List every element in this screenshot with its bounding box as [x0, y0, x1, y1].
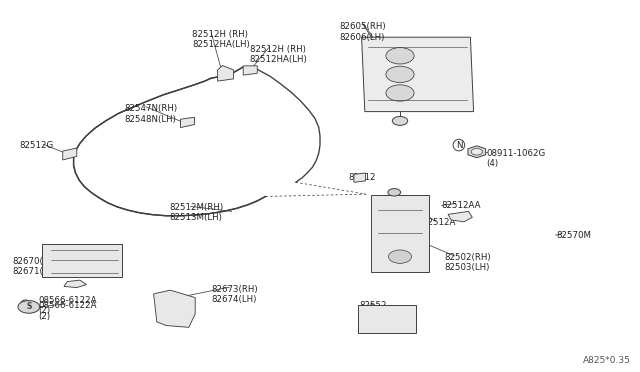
Circle shape — [388, 250, 412, 263]
Circle shape — [471, 148, 483, 155]
Circle shape — [386, 85, 414, 101]
Text: 82547N(RH)
82548N(LH): 82547N(RH) 82548N(LH) — [125, 104, 178, 124]
Polygon shape — [354, 173, 365, 182]
Polygon shape — [448, 211, 472, 222]
Bar — [358, 305, 416, 333]
Text: 82512H (RH)
82512HA(LH): 82512H (RH) 82512HA(LH) — [250, 45, 307, 64]
Text: 82512G: 82512G — [19, 141, 54, 150]
Polygon shape — [63, 148, 77, 160]
Text: 82673(RH)
82674(LH): 82673(RH) 82674(LH) — [211, 285, 258, 304]
Text: S: S — [23, 301, 28, 310]
Circle shape — [386, 48, 414, 64]
Text: 08566-6122A
(2): 08566-6122A (2) — [38, 296, 97, 315]
Text: 82612: 82612 — [349, 173, 376, 182]
Polygon shape — [362, 37, 474, 112]
Text: 08911-1062G
(4): 08911-1062G (4) — [486, 149, 546, 168]
Text: N: N — [456, 141, 462, 150]
Polygon shape — [154, 290, 195, 327]
Text: 82605(RH)
82606(LH): 82605(RH) 82606(LH) — [339, 22, 386, 42]
Polygon shape — [468, 146, 486, 158]
Text: 82670(RH)
82671(LH): 82670(RH) 82671(LH) — [13, 257, 60, 276]
Text: 82512AA: 82512AA — [442, 201, 481, 210]
Polygon shape — [64, 280, 86, 288]
Bar — [371, 195, 429, 272]
Text: 82512M(RH)
82513M(LH): 82512M(RH) 82513M(LH) — [170, 203, 224, 222]
Text: A825*0.35: A825*0.35 — [582, 356, 630, 365]
Text: 82502(RH)
82503(LH): 82502(RH) 82503(LH) — [445, 253, 492, 272]
Text: 82552: 82552 — [360, 301, 387, 310]
Circle shape — [386, 66, 414, 83]
Text: 82512A: 82512A — [422, 218, 456, 227]
Text: 82512H (RH)
82512HA(LH): 82512H (RH) 82512HA(LH) — [192, 30, 250, 49]
Circle shape — [388, 189, 401, 196]
Text: 08566-6122A
(2): 08566-6122A (2) — [38, 301, 97, 321]
Text: 82570M: 82570M — [557, 231, 592, 240]
Polygon shape — [218, 65, 234, 81]
Circle shape — [18, 301, 40, 313]
Text: S: S — [26, 302, 31, 311]
Circle shape — [392, 116, 408, 125]
Polygon shape — [243, 66, 257, 75]
Polygon shape — [180, 117, 195, 128]
Bar — [42, 244, 122, 277]
